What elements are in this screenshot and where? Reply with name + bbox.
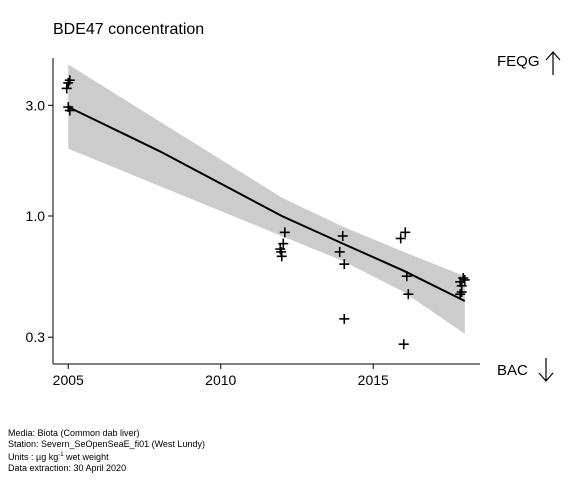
units-sup: -1 xyxy=(58,452,64,458)
data-points xyxy=(61,75,470,350)
data-point xyxy=(339,259,350,270)
data-point xyxy=(458,273,469,284)
footer-station: Station: Severn_SeOpenSeaE_fi01 (West Lu… xyxy=(8,439,205,449)
data-point xyxy=(276,246,287,257)
feqg-marker: FEQG xyxy=(497,51,561,75)
y-tick-label: 0.3 xyxy=(26,329,46,345)
data-point xyxy=(278,238,289,249)
trend-line xyxy=(67,106,466,302)
units-suffix: wet weight xyxy=(63,452,109,462)
arrow-down-icon xyxy=(538,358,554,382)
feqg-label: FEQG xyxy=(497,53,540,70)
data-point xyxy=(395,233,406,244)
bac-marker: BAC xyxy=(497,358,554,382)
data-point xyxy=(400,227,411,238)
x-ticks: 2005 2010 2015 xyxy=(53,364,389,388)
x-tick-label: 2015 xyxy=(358,372,389,388)
data-point xyxy=(64,105,75,116)
x-tick-label: 2005 xyxy=(53,372,84,388)
x-tick-label: 2010 xyxy=(205,372,236,388)
data-point xyxy=(401,271,412,282)
arrow-up-icon xyxy=(545,51,561,75)
y-tick-label: 1.0 xyxy=(26,208,46,224)
y-tick-label: 3.0 xyxy=(26,97,46,113)
footer: Media: Biota (Common dab liver) Station:… xyxy=(8,428,205,474)
footer-extraction: Data extraction: 30 April 2020 xyxy=(8,463,127,473)
footer-media: Media: Biota (Common dab liver) xyxy=(8,428,140,438)
data-point xyxy=(403,289,414,300)
bac-label: BAC xyxy=(497,362,528,379)
data-point xyxy=(339,313,350,324)
chart: BDE47 concentration 0.31.03.0 2005 2010 20… xyxy=(26,21,561,388)
chart-title: BDE47 concentration xyxy=(53,21,204,38)
data-point xyxy=(456,287,467,298)
footer-units: Units : µg kg-1 wet weight xyxy=(8,450,205,463)
data-point xyxy=(64,75,75,86)
data-point xyxy=(455,289,466,300)
data-point xyxy=(61,83,72,94)
units-prefix: Units : µg kg xyxy=(8,452,59,462)
data-point xyxy=(279,227,290,238)
data-point xyxy=(398,339,409,350)
data-point xyxy=(337,230,348,241)
y-ticks: 0.3 1.0 3.0 xyxy=(26,97,53,345)
data-point xyxy=(459,274,470,285)
confidence-band xyxy=(68,64,465,334)
data-point xyxy=(334,246,345,257)
